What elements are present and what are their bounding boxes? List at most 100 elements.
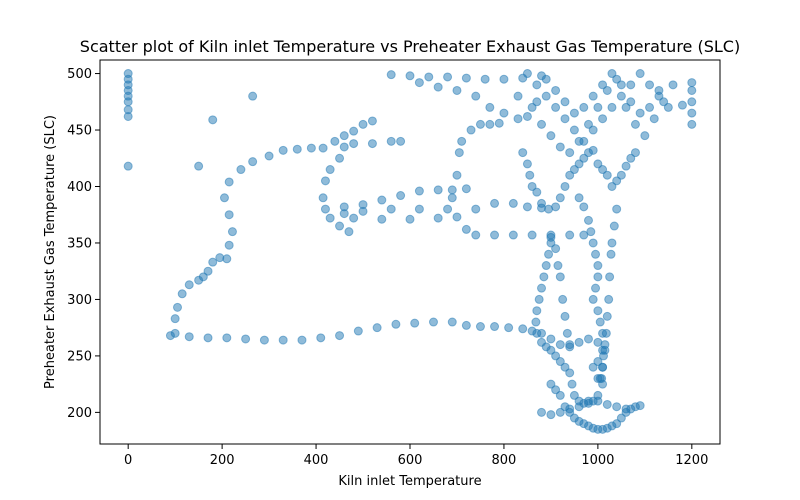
scatter-point <box>609 221 619 231</box>
scatter-point <box>602 399 612 409</box>
scatter-point <box>522 69 532 79</box>
scatter-point <box>555 357 565 367</box>
y-tick-label: 400 <box>67 180 92 195</box>
scatter-point <box>687 119 697 129</box>
y-tick-label: 250 <box>67 349 92 364</box>
scatter-point <box>607 181 617 191</box>
scatter-point <box>574 159 584 169</box>
scatter-point <box>339 131 349 141</box>
scatter-point <box>605 272 615 282</box>
scatter-point <box>588 91 598 101</box>
scatter-point <box>471 91 481 101</box>
scatter-point <box>612 204 622 214</box>
scatter-point <box>508 198 518 208</box>
scatter-point <box>386 70 396 80</box>
scatter-point <box>367 139 377 149</box>
scatter-point <box>546 379 556 389</box>
scatter-point <box>377 195 387 205</box>
scatter-point <box>325 213 335 223</box>
scatter-point <box>600 340 610 350</box>
scatter-point <box>630 119 640 129</box>
scatter-point <box>224 177 234 187</box>
scatter-point <box>316 333 326 343</box>
scatter-point <box>560 311 570 321</box>
scatter-point <box>537 407 547 417</box>
scatter-point <box>569 390 579 400</box>
scatter-point <box>443 72 453 82</box>
scatter-point <box>339 142 349 152</box>
scatter-point <box>527 230 537 240</box>
scatter-point <box>588 145 598 155</box>
scatter-point <box>579 153 589 163</box>
scatter-point <box>546 410 556 420</box>
scatter-point <box>452 212 462 222</box>
scatter-point <box>591 249 601 259</box>
scatter-point <box>537 198 547 208</box>
scatter-point <box>635 69 645 79</box>
scatter-point <box>518 324 528 334</box>
scatter-point <box>428 317 438 327</box>
scatter-point <box>541 261 551 271</box>
scatter-point <box>612 402 622 412</box>
scatter-point <box>358 206 368 216</box>
scatter-point <box>208 257 218 267</box>
scatter-point <box>602 170 612 180</box>
y-axis-label: Preheater Exhaust Gas Temperature (SLC) <box>43 115 58 389</box>
scatter-point <box>490 198 500 208</box>
scatter-point <box>593 357 603 367</box>
scatter-point <box>490 322 500 332</box>
scatter-point <box>560 181 570 191</box>
scatter-point <box>593 272 603 282</box>
scatter-point <box>588 294 598 304</box>
scatter-point <box>565 368 575 378</box>
scatter-point <box>588 125 598 135</box>
scatter-point <box>320 204 330 214</box>
scatter-point <box>553 261 563 271</box>
scatter-point <box>198 272 208 282</box>
scatter-point <box>447 193 457 203</box>
scatter-point <box>335 153 345 163</box>
scatter-point <box>248 157 258 167</box>
scatter-point <box>621 102 631 112</box>
scatter-point <box>626 97 636 107</box>
scatter-point <box>546 232 556 242</box>
scatter-point <box>330 136 340 146</box>
x-axis-label: Kiln inlet Temperature <box>338 474 481 489</box>
scatter-point <box>170 314 180 324</box>
scatter-point <box>194 161 204 171</box>
y-tick-label: 350 <box>67 236 92 251</box>
x-tick-label: 1000 <box>581 453 614 468</box>
scatter-point <box>278 145 288 155</box>
scatter-point <box>593 306 603 316</box>
scatter-point <box>494 118 504 128</box>
scatter-point <box>597 373 607 383</box>
scatter-point <box>677 100 687 110</box>
scatter-point <box>621 404 631 414</box>
scatter-point <box>593 102 603 112</box>
scatter-point <box>606 249 616 259</box>
scatter-point <box>551 244 561 254</box>
scatter-point <box>551 385 561 395</box>
scatter-point <box>372 323 382 333</box>
scatter-point <box>475 322 485 332</box>
scatter-point <box>602 311 612 321</box>
scatter-point <box>367 116 377 126</box>
scatter-point <box>546 131 556 141</box>
scatter-point <box>527 181 537 191</box>
scatter-point <box>583 215 593 225</box>
scatter-point <box>208 115 218 125</box>
scatter-point <box>264 151 274 161</box>
scatter-point <box>598 165 608 175</box>
scatter-point <box>668 80 678 90</box>
scatter-point <box>410 318 420 328</box>
scatter-point <box>224 240 234 250</box>
scatter-point <box>551 102 561 112</box>
scatter-point <box>534 294 544 304</box>
scatter-point <box>461 320 471 330</box>
scatter-points <box>123 69 697 434</box>
scatter-point <box>541 91 551 101</box>
x-tick-label: 600 <box>398 453 423 468</box>
scatter-point <box>579 102 589 112</box>
scatter-point <box>593 396 603 406</box>
